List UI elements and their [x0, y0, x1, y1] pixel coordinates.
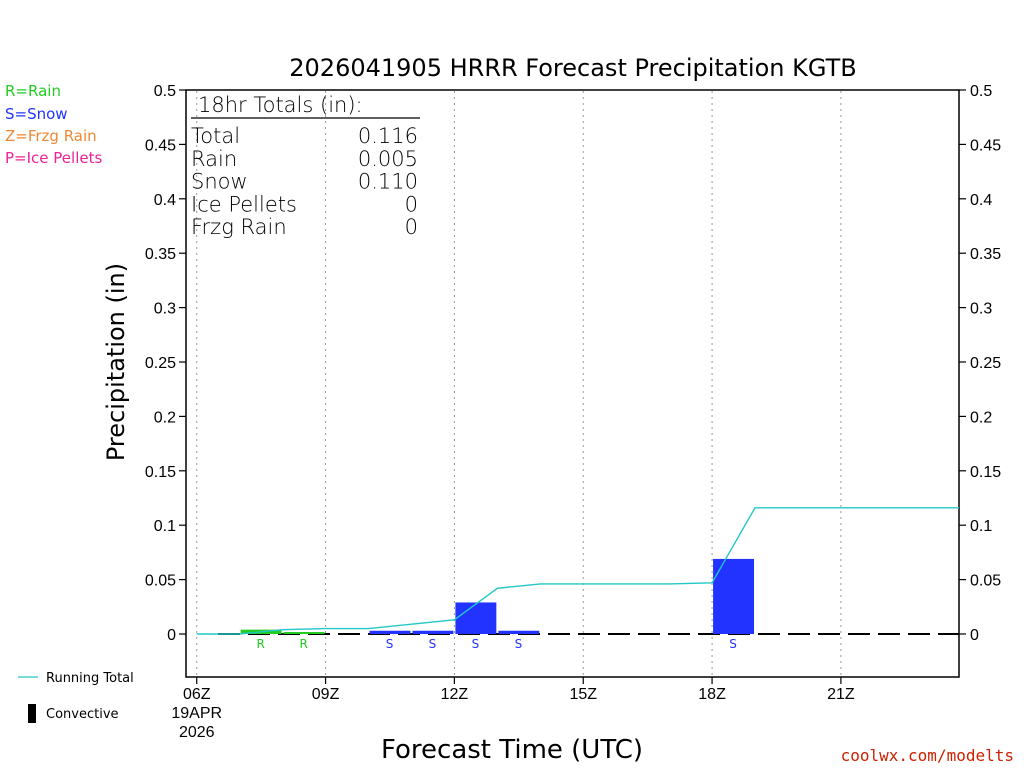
- y-tick-label-left: 0.1: [154, 518, 176, 535]
- y-tick-label-left: 0.2: [154, 409, 176, 426]
- bar-type-label: S: [472, 637, 480, 651]
- y-tick-label-left: 0.35: [145, 246, 176, 263]
- legend-rain: R=Rain: [5, 82, 61, 100]
- x-tick-label: 12Z: [441, 686, 469, 703]
- y-tick-label-right: 0.25: [970, 355, 1001, 372]
- precip-type-legend: R=Rain S=Snow Z=Frzg Rain P=Ice Pellets: [5, 82, 102, 167]
- totals-label: Total: [191, 124, 240, 148]
- totals-label: Snow: [191, 170, 248, 194]
- y-tick-label-right: 0.1: [970, 518, 992, 535]
- legend-frzg-rain: Z=Frzg Rain: [5, 127, 97, 145]
- bar-S-13: [455, 602, 497, 634]
- credit-link[interactable]: coolwx.com/modelts: [841, 746, 1014, 765]
- bar-type-label: R: [257, 637, 265, 651]
- y-tick-label-left: 0.3: [154, 301, 176, 318]
- legend-ice-pellets: P=Ice Pellets: [5, 149, 102, 167]
- x-axis: 06Z 19APR 2026 09Z 12Z 15Z 18Z 21Z: [171, 677, 855, 741]
- bar-S-19: [713, 558, 755, 634]
- bar-R-9: [283, 632, 325, 634]
- x-tick-label: 09Z: [312, 686, 340, 703]
- x-tick-label: 21Z: [827, 686, 855, 703]
- totals-label: Rain: [191, 147, 237, 171]
- totals-value: 0: [405, 215, 418, 239]
- x-tick-label: 06Z: [183, 686, 211, 703]
- totals-label: Frzg Rain: [191, 215, 287, 239]
- bar-S-11: [369, 630, 411, 634]
- totals-value: 0: [405, 192, 418, 216]
- chart-title: 2026041905 HRRR Forecast Precipitation K…: [289, 54, 856, 82]
- bar-type-label: S: [386, 637, 394, 651]
- y-tick-label-right: 0.4: [970, 192, 992, 209]
- y-tick-label-right: 0.45: [970, 137, 1001, 154]
- y-tick-label-right: 0.35: [970, 246, 1001, 263]
- y-axis: 0 00.05 0.050.1 0.10.15 0.150.2 0.20.25 0.250.…: [145, 83, 1001, 644]
- x-tick-label: 15Z: [569, 686, 597, 703]
- bar-type-label: S: [429, 637, 437, 651]
- bar-type-label: R: [299, 637, 307, 651]
- bar-S-12: [412, 630, 454, 634]
- totals-box: 18hr Totals (in): Total 0.116 Rain 0.005 Sno…: [191, 93, 420, 239]
- y-tick-label-right: 0.5: [970, 83, 992, 100]
- y-tick-label-right: 0.15: [970, 464, 1001, 481]
- y-tick-label-left: 0.15: [145, 464, 176, 481]
- running-total-legend-label: Running Total: [46, 671, 134, 686]
- y-tick-label-left: 0: [167, 627, 176, 644]
- bar-type-label: S: [515, 637, 523, 651]
- running-total-series: [196, 507, 959, 635]
- y-tick-label-left: 0.45: [145, 137, 176, 154]
- y-tick-label-left: 0.05: [145, 573, 176, 590]
- y-tick-label-left: 0.4: [154, 192, 176, 209]
- totals-label: Ice Pellets: [191, 192, 297, 216]
- grid: [196, 91, 842, 676]
- legend-snow: S=Snow: [5, 105, 68, 123]
- convective-legend-swatch: [28, 704, 36, 723]
- totals-value: 0.005: [358, 147, 418, 171]
- bottom-legend: Running Total Convective: [18, 671, 134, 723]
- x-tick-label: 18Z: [698, 686, 726, 703]
- x-axis-label: Forecast Time (UTC): [381, 735, 643, 765]
- y-tick-label-right: 0.3: [970, 301, 992, 318]
- running-total-line: [196, 507, 959, 635]
- y-tick-label-right: 0.2: [970, 409, 992, 426]
- x-tick-sublabel: 2026: [179, 724, 215, 741]
- y-tick-label-left: 0.5: [154, 83, 176, 100]
- y-tick-label-left: 0.25: [145, 355, 176, 372]
- y-tick-label-right: 0: [970, 627, 979, 644]
- plot-frame: [185, 89, 960, 678]
- bar-type-label: S: [729, 637, 737, 651]
- y-axis-label: Precipitation (in): [102, 263, 130, 461]
- y-tick-label-right: 0.05: [970, 573, 1001, 590]
- x-tick-sublabel: 19APR: [171, 705, 222, 722]
- totals-header: 18hr Totals (in):: [198, 93, 363, 117]
- bar-S-14: [498, 630, 540, 634]
- totals-value: 0.110: [358, 170, 418, 194]
- totals-value: 0.116: [358, 124, 418, 148]
- convective-legend-label: Convective: [46, 707, 119, 722]
